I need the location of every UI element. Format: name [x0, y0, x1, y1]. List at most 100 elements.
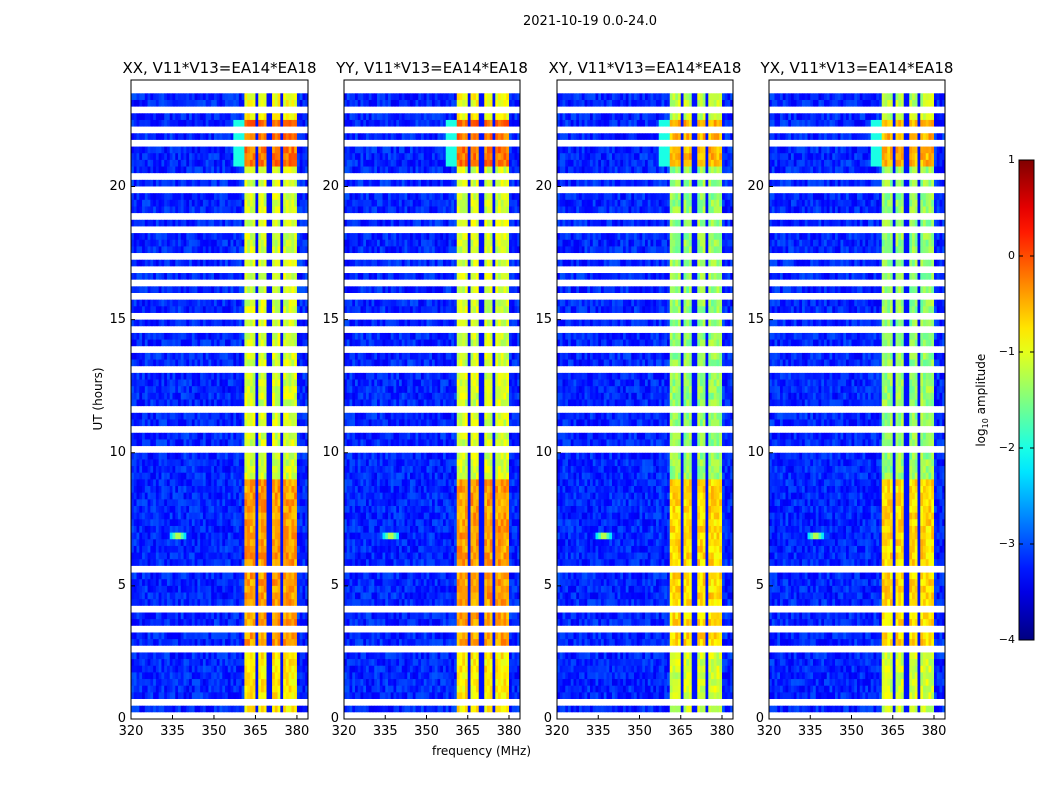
heatmap-cell: [231, 127, 234, 134]
heatmap-cell: [286, 253, 289, 260]
heatmap-cell: [297, 499, 300, 506]
heatmap-cell: [214, 413, 217, 420]
heatmap-cell: [217, 380, 220, 387]
heatmap-cell: [192, 546, 195, 553]
heatmap-cell: [178, 566, 181, 573]
heatmap-cell: [217, 493, 220, 500]
heatmap-cell: [164, 200, 167, 207]
heatmap-cell: [145, 526, 148, 533]
heatmap-cell: [172, 187, 175, 194]
heatmap-cell: [208, 453, 211, 460]
heatmap-cell: [189, 333, 192, 340]
heatmap-cell: [280, 300, 283, 307]
heatmap-cell: [181, 220, 184, 227]
heatmap-cell: [181, 486, 184, 493]
heatmap-cell: [170, 240, 173, 247]
heatmap-cell: [283, 533, 286, 540]
heatmap-cell: [302, 346, 305, 353]
heatmap-cell: [211, 473, 214, 480]
heatmap-cell: [236, 459, 239, 466]
heatmap-cell: [231, 439, 234, 446]
heatmap-cell: [278, 300, 281, 307]
heatmap-cell: [272, 446, 275, 453]
heatmap-cell: [181, 459, 184, 466]
heatmap-cell: [161, 466, 164, 473]
heatmap-cell: [283, 127, 286, 134]
heatmap-cell: [145, 486, 148, 493]
heatmap-cell: [289, 320, 292, 327]
heatmap-cell: [186, 167, 189, 174]
heatmap-cell: [291, 380, 294, 387]
heatmap-cell: [220, 499, 223, 506]
heatmap-cell: [137, 586, 140, 593]
heatmap-cell: [184, 127, 187, 134]
heatmap-cell: [275, 87, 278, 94]
heatmap-cell: [195, 526, 198, 533]
heatmap-cell: [258, 506, 261, 513]
heatmap-cell: [258, 533, 261, 540]
heatmap-cell: [300, 213, 303, 220]
heatmap-cell: [255, 253, 258, 260]
heatmap-cell: [247, 293, 250, 300]
heatmap-cell: [242, 473, 245, 480]
heatmap-cell: [159, 579, 162, 586]
heatmap-cell: [211, 360, 214, 367]
heatmap-cell: [142, 313, 145, 320]
heatmap-cell: [280, 459, 283, 466]
heatmap-cell: [247, 406, 250, 413]
heatmap-cell: [178, 280, 181, 287]
heatmap-cell: [150, 466, 153, 473]
heatmap-cell: [175, 473, 178, 480]
heatmap-cell: [139, 133, 142, 140]
heatmap-cell: [247, 413, 250, 420]
heatmap-cell: [220, 513, 223, 520]
heatmap-cell: [239, 253, 242, 260]
heatmap-cell: [134, 526, 137, 533]
heatmap-cell: [208, 213, 211, 220]
heatmap-cell: [170, 546, 173, 553]
heatmap-cell: [134, 320, 137, 327]
heatmap-cell: [236, 107, 239, 114]
heatmap-cell: [175, 526, 178, 533]
heatmap-cell: [134, 340, 137, 347]
heatmap-cell: [291, 93, 294, 100]
heatmap-cell: [222, 519, 225, 526]
heatmap-cell: [255, 519, 258, 526]
heatmap-cell: [142, 566, 145, 573]
heatmap-cell: [181, 120, 184, 127]
heatmap-cell: [172, 100, 175, 107]
heatmap-cell: [134, 353, 137, 360]
heatmap-cell: [189, 413, 192, 420]
heatmap-cell: [302, 127, 305, 134]
heatmap-cell: [225, 293, 228, 300]
heatmap-cell: [231, 286, 234, 293]
heatmap-cell: [302, 373, 305, 380]
heatmap-cell: [145, 320, 148, 327]
heatmap-cell: [145, 220, 148, 227]
heatmap-cell: [206, 286, 209, 293]
heatmap-cell: [253, 340, 256, 347]
heatmap-cell: [222, 113, 225, 120]
heatmap-cell: [184, 406, 187, 413]
heatmap-cell: [261, 553, 264, 560]
heatmap-cell: [233, 400, 236, 407]
heatmap-cell: [167, 419, 170, 426]
heatmap-cell: [172, 340, 175, 347]
heatmap-cell: [184, 260, 187, 267]
heatmap-cell: [200, 573, 203, 580]
heatmap-cell: [278, 360, 281, 367]
heatmap-cell: [269, 586, 272, 593]
heatmap-cell: [186, 180, 189, 187]
heatmap-cell: [286, 326, 289, 333]
heatmap-cell: [283, 320, 286, 327]
heatmap-cell: [291, 180, 294, 187]
heatmap-cell: [172, 206, 175, 213]
heatmap-cell: [250, 539, 253, 546]
heatmap-cell: [161, 213, 164, 220]
heatmap-cell: [197, 266, 200, 273]
heatmap-cell: [300, 386, 303, 393]
heatmap-cell: [253, 559, 256, 566]
heatmap-cell: [142, 426, 145, 433]
heatmap-cell: [289, 173, 292, 180]
heatmap-cell: [283, 113, 286, 120]
